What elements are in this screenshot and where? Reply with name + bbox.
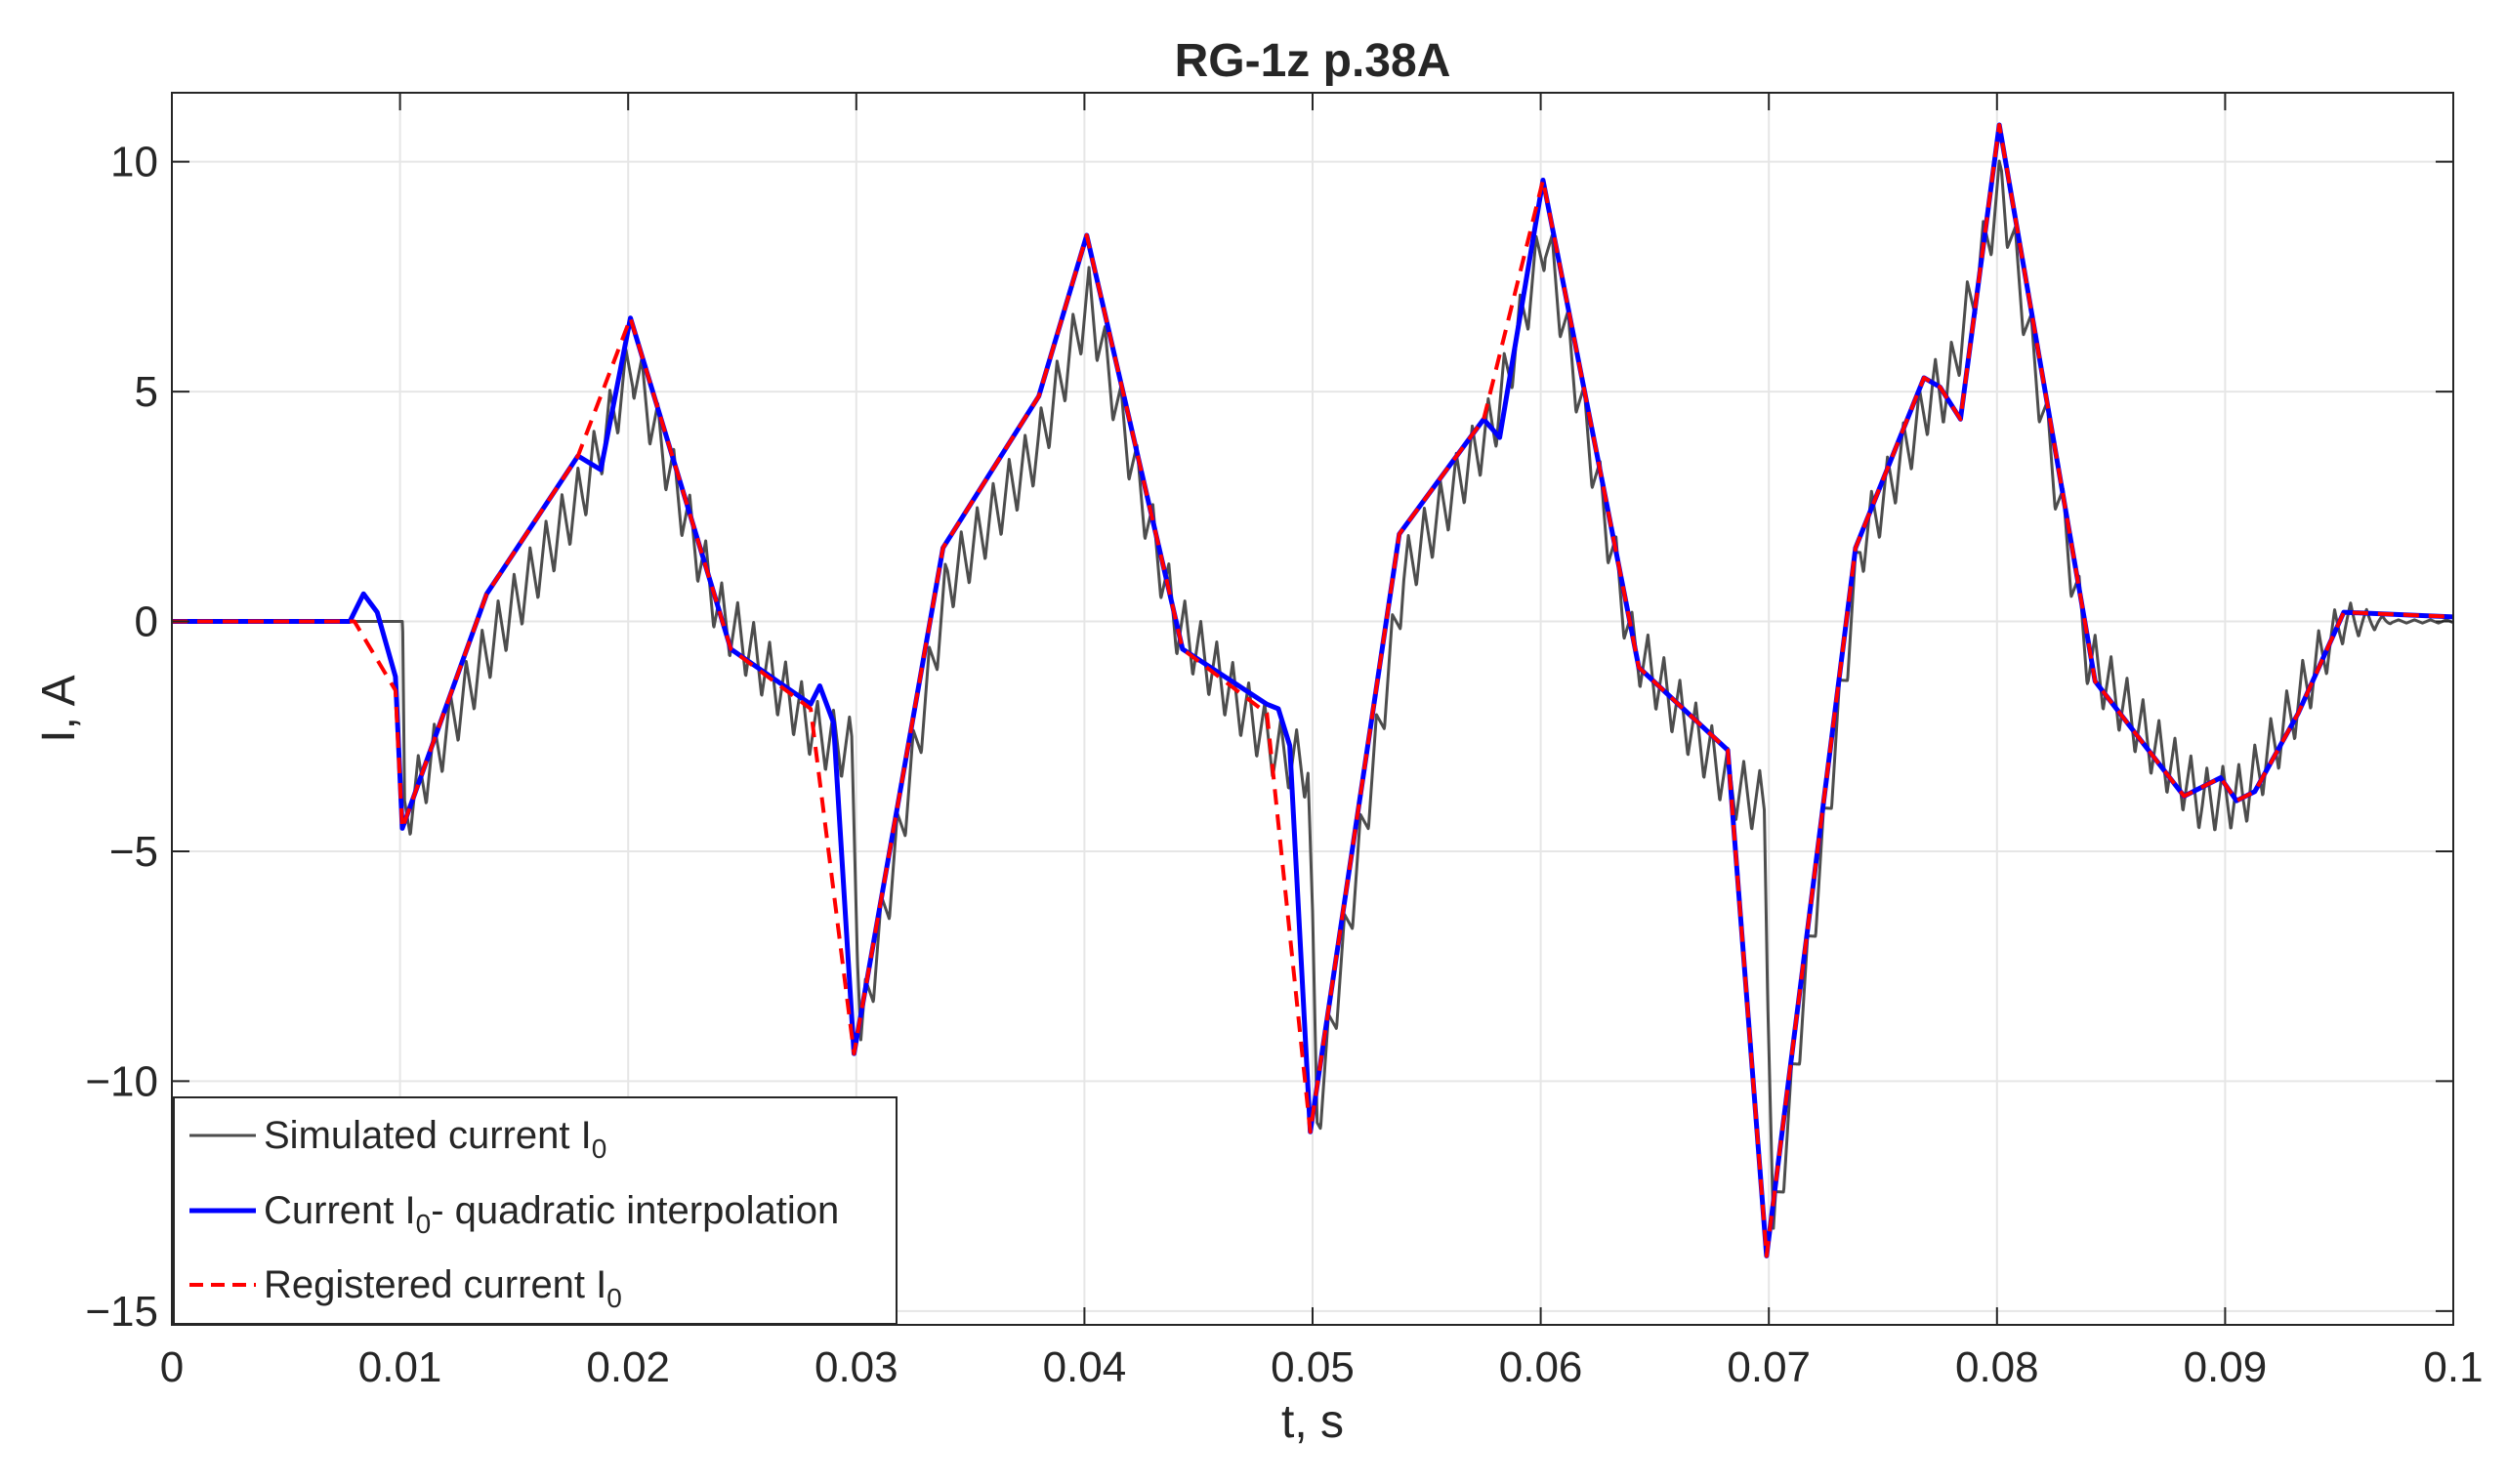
legend: Simulated current I0 Current I0- quadrat… xyxy=(173,1096,898,1325)
x-tick-label: 0.1 xyxy=(2423,1343,2483,1391)
y-tick-label: 5 xyxy=(135,368,158,416)
y-tick-label: −15 xyxy=(85,1288,158,1336)
y-axis-label: I, A xyxy=(33,675,85,742)
x-tick-label: 0.04 xyxy=(1043,1343,1127,1391)
chart-title: RG-1z p.38A xyxy=(1175,35,1451,87)
y-tick-label: −5 xyxy=(109,828,158,876)
x-tick-label: 0.02 xyxy=(586,1343,670,1391)
x-tick-label: 0.03 xyxy=(814,1343,898,1391)
x-tick-label: 0.06 xyxy=(1499,1343,1583,1391)
y-tick-label: 10 xyxy=(110,139,158,186)
y-tick-label: −10 xyxy=(85,1057,158,1105)
y-tick-label: 0 xyxy=(135,598,158,646)
axis-ticks: 0 0.01 0.02 0.03 0.04 0.05 0.06 0.07 0.08 0.09 0.1… xyxy=(85,93,2484,1391)
x-axis-label: t, s xyxy=(1281,1396,1344,1448)
legend-label-registered: Registered current I0 xyxy=(264,1263,622,1313)
x-tick-label: 0.05 xyxy=(1271,1343,1355,1391)
x-tick-label: 0.09 xyxy=(2184,1343,2268,1391)
x-tick-label: 0.08 xyxy=(1955,1343,2039,1391)
x-tick-label: 0.07 xyxy=(1727,1343,1811,1391)
legend-label-quadratic: Current I0- quadratic interpolation xyxy=(264,1189,839,1239)
legend-box xyxy=(173,1096,898,1325)
x-tick-label: 0.01 xyxy=(358,1343,442,1391)
x-tick-label: 0 xyxy=(160,1343,184,1391)
series-simulated-current xyxy=(170,159,2455,1230)
legend-label-simulated: Simulated current I0 xyxy=(264,1114,606,1164)
series-layer xyxy=(170,122,2455,1258)
